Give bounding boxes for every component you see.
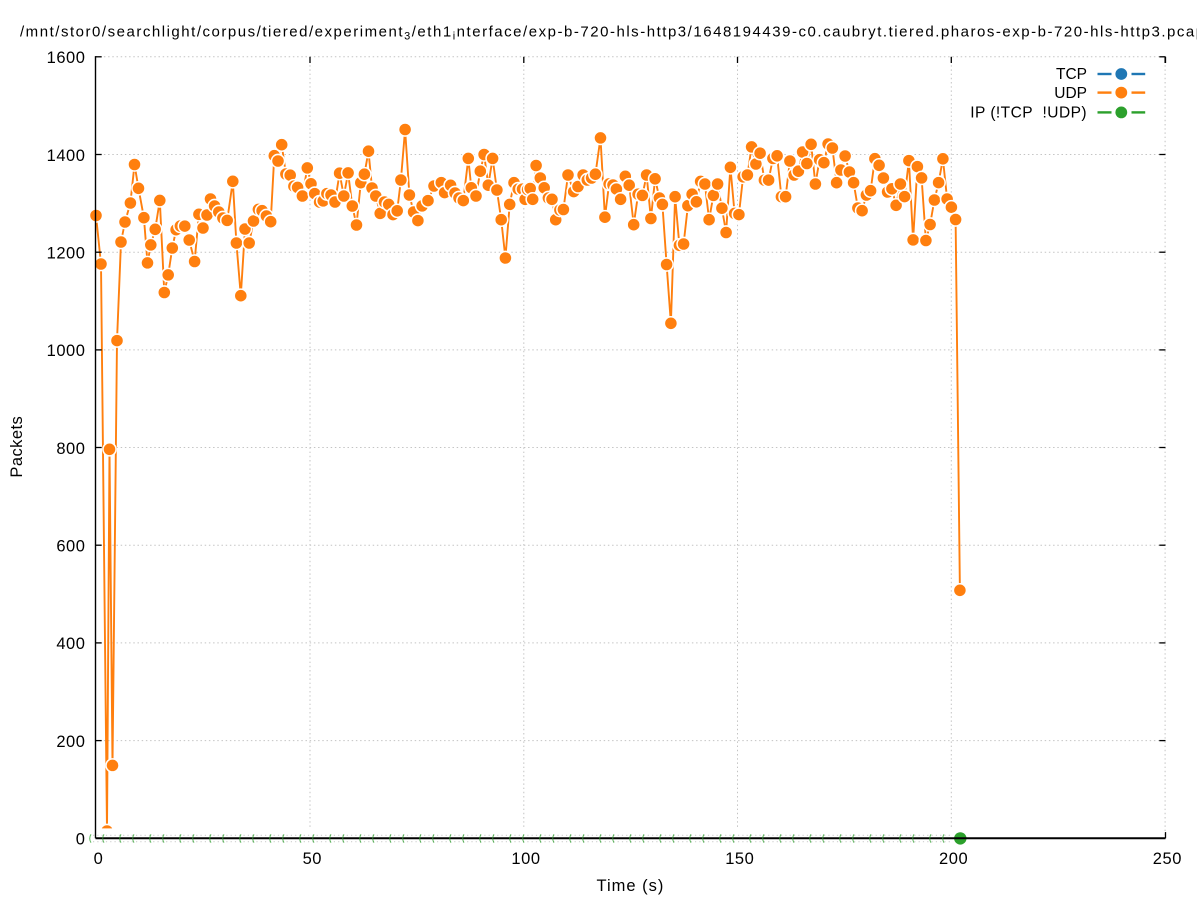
svg-text:200: 200 — [939, 850, 968, 868]
svg-text:IP (!TCP !UDP): IP (!TCP !UDP) — [970, 105, 1087, 122]
svg-text:600: 600 — [56, 538, 85, 556]
svg-text:400: 400 — [56, 635, 85, 653]
svg-text:0: 0 — [94, 850, 104, 868]
svg-text:1000: 1000 — [47, 342, 86, 360]
svg-text:800: 800 — [56, 440, 85, 458]
svg-text:0: 0 — [76, 831, 86, 849]
svg-text:/mnt/stor0/searchlight/corpus/: /mnt/stor0/searchlight/corpus/tiered/exp… — [20, 24, 1197, 43]
svg-text:1600: 1600 — [47, 49, 86, 67]
svg-text:TCP: TCP — [1056, 66, 1087, 83]
svg-text:Packets: Packets — [8, 416, 26, 478]
svg-text:1400: 1400 — [47, 147, 86, 165]
svg-text:1200: 1200 — [47, 245, 86, 263]
svg-text:150: 150 — [725, 850, 754, 868]
svg-text:250: 250 — [1153, 850, 1182, 868]
svg-text:100: 100 — [511, 850, 540, 868]
svg-text:UDP: UDP — [1054, 85, 1087, 102]
svg-text:200: 200 — [56, 733, 85, 751]
svg-text:Time (s): Time (s) — [597, 877, 665, 895]
svg-text:50: 50 — [303, 850, 322, 868]
